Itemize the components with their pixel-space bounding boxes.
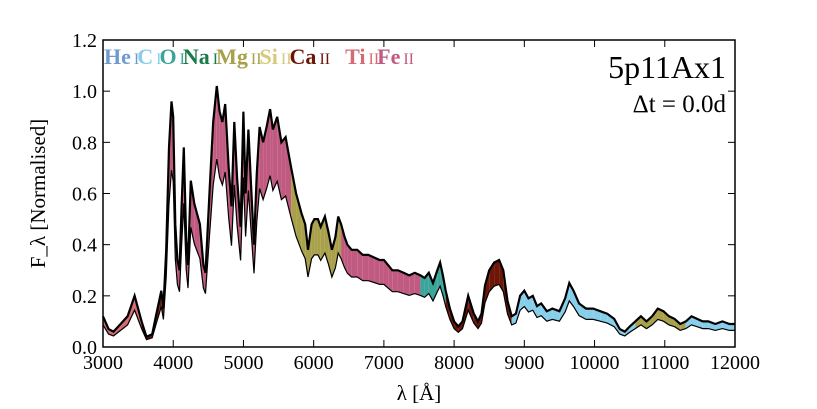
ion-fill-segment: [259, 127, 264, 200]
y-tick-label: 0.2: [72, 286, 97, 308]
y-axis-ticks: 0.0 0.2 0.4 0.6 0.8 1.0 1.2: [72, 30, 735, 359]
ion-fill-segment: [285, 137, 292, 219]
ion-fill-segment: [593, 308, 601, 322]
ion-fill-segment: [397, 270, 404, 294]
ion-fill-segment: [272, 116, 278, 191]
ion-fill-segment: [586, 308, 594, 320]
ion-fill-segment: [368, 254, 375, 283]
ion-fill-segment: [357, 249, 363, 281]
legend-item-mg: Mg II: [216, 44, 261, 69]
legend-item-fe: Fe II: [377, 44, 414, 69]
ion-fill-segment: [702, 321, 709, 329]
ion-fill-segment: [420, 275, 425, 298]
x-tick-label: 11000: [640, 352, 689, 374]
ion-fill-segment: [317, 219, 321, 261]
x-tick-label: 10000: [570, 352, 620, 374]
time-label: Δt = 0.0d: [633, 91, 727, 118]
ion-fill-segment: [494, 260, 500, 287]
ion-fill-segment: [383, 260, 389, 289]
ion-fill-segment: [266, 109, 271, 189]
x-tick-label: 4000: [153, 352, 193, 374]
ion-fill-segment: [485, 270, 490, 303]
ion-fill-segment: [388, 265, 393, 292]
spectrum-line-layer: [101, 85, 735, 341]
ion-fill-segment: [347, 244, 352, 277]
model-label: 5p11Ax1: [608, 49, 726, 85]
y-tick-label: 1.2: [72, 30, 97, 52]
y-tick-label: 0.8: [72, 132, 97, 154]
x-axis-ticks: 3000 4000 5000 6000 7000 8000 9000 10000 11000 12…: [83, 40, 760, 374]
legend-item-si: Si II: [260, 44, 292, 69]
ion-fill-segment: [296, 193, 302, 252]
x-tick-label: 7000: [364, 352, 404, 374]
ion-fill-segment: [344, 237, 348, 274]
ion-fill-segment: [213, 86, 217, 185]
ion-fill-segment: [338, 216, 342, 259]
spectrum-line: [101, 85, 735, 339]
legend-item-he: He I: [104, 44, 139, 69]
y-tick-label: 0.6: [72, 184, 97, 206]
ion-fill-segment: [190, 180, 195, 244]
x-tick-label: 5000: [223, 352, 263, 374]
legend-item-ti: Ti II: [345, 44, 379, 69]
y-tick-label: 1.0: [72, 81, 97, 103]
x-axis-title: λ [Å]: [397, 381, 442, 405]
ion-fill-segment: [428, 272, 433, 301]
ion-fill-segment: [552, 308, 560, 322]
ion-fill-segment: [528, 295, 533, 312]
ion-fill-segment: [311, 219, 315, 259]
ion-fill-segment: [573, 290, 580, 316]
legend-item-na: Na I: [183, 44, 218, 69]
ion-fill-segment: [537, 303, 542, 318]
y-tick-label: 0.0: [72, 337, 97, 359]
ion-fill-segment: [320, 216, 325, 261]
ion-fill-segment: [351, 249, 358, 277]
y-tick-label: 0.4: [72, 235, 97, 257]
x-tick-label: 3000: [83, 352, 123, 374]
ion-fill-segment: [194, 203, 200, 259]
ion-fill-segment: [219, 111, 223, 185]
ion-fill-segment: [314, 219, 318, 255]
x-tick-label: 8000: [434, 352, 474, 374]
spectrum-lower-line: [102, 159, 735, 341]
ion-fill-segment: [374, 257, 380, 285]
ion-fill-segment: [362, 254, 369, 281]
ion-fill-segment: [222, 104, 226, 185]
plot-frame: [102, 39, 736, 348]
ion-fill-segment: [291, 167, 297, 237]
y-axis-title: F_λ [Normalised]: [26, 119, 50, 269]
ion-fill-segment: [281, 137, 286, 200]
legend-item-ca: Ca II: [290, 44, 331, 69]
ion-fill-segment: [379, 260, 384, 285]
ion-fill-segment: [652, 308, 658, 325]
x-tick-label: 12000: [710, 352, 760, 374]
ion-fill-segment: [729, 324, 735, 331]
x-tick-label: 6000: [294, 352, 334, 374]
ion-fill-segment: [392, 270, 398, 292]
x-tick-label: 9000: [504, 352, 544, 374]
ion-fill-segment: [414, 272, 421, 296]
ion-fill-segment: [263, 127, 267, 200]
ion-fill-segment: [524, 290, 529, 312]
ion-fill-segment: [409, 272, 415, 296]
ion-fill-segment: [424, 272, 429, 298]
ion-fill-segment: [403, 272, 410, 296]
